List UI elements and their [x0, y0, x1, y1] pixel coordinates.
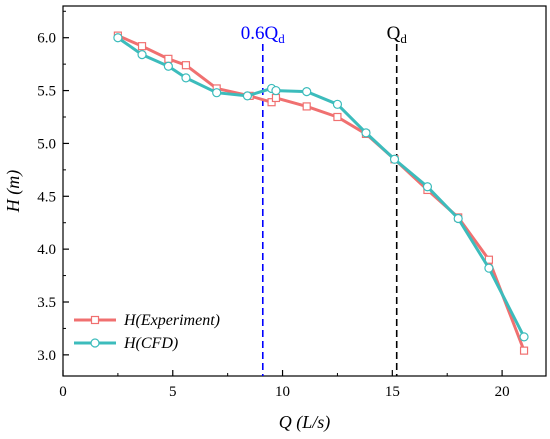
legend-marker: [90, 315, 100, 325]
x-tick-label: 15: [385, 384, 400, 400]
y-tick-label: 4.5: [37, 189, 56, 205]
data-point: [361, 128, 371, 138]
data-point: [422, 182, 433, 192]
y-tick-label: 5.0: [37, 136, 56, 152]
data-point: [484, 263, 494, 273]
data-point: [333, 112, 342, 122]
data-point: [163, 61, 173, 71]
y-tick-label: 5.5: [37, 84, 56, 100]
data-point: [271, 85, 281, 96]
data-point: [242, 91, 253, 101]
data-point: [181, 61, 191, 70]
data-point: [267, 98, 276, 107]
legend-entry: H(Experiment): [74, 312, 220, 329]
data-point: [164, 54, 173, 63]
y-tick-label: 3.0: [37, 348, 56, 364]
x-tick-label: 0: [59, 384, 67, 400]
data-point: [212, 88, 222, 98]
data-point: [113, 33, 123, 43]
plot-area: [62, 5, 547, 377]
y-tick-label: 3.5: [37, 295, 56, 311]
data-point: [302, 102, 311, 111]
data-point: [181, 73, 191, 83]
data-point: [389, 154, 400, 164]
data-point: [519, 332, 529, 342]
series-layer: [113, 31, 529, 355]
data-point: [519, 346, 529, 355]
x-axis-label: Q (L/s): [279, 412, 331, 433]
series-experiment: [113, 31, 529, 355]
plot-frame: [62, 5, 547, 377]
reference-line-label: Qd: [387, 23, 408, 46]
series-cfd: [113, 33, 529, 342]
series-line: [117, 34, 526, 352]
data-point: [453, 213, 463, 224]
data-point: [137, 42, 147, 51]
data-point: [332, 99, 343, 109]
x-tick-label: 5: [169, 384, 177, 400]
reference-lines: 0.6Qd Qd: [241, 23, 408, 376]
axes: 0 5 10 15 20 3.0 3.5 4.0 4.5 5.0 5.5 6.0 Q (L/s) H (m…: [3, 10, 510, 433]
x-tick-label: 20: [495, 384, 510, 400]
y-axis-label: H (m): [3, 170, 24, 214]
y-tick-label: 4.0: [37, 242, 56, 258]
legend-marker: [90, 338, 100, 348]
data-point: [302, 87, 312, 97]
series-line: [117, 36, 526, 338]
legend-label: H(CFD): [123, 335, 178, 352]
reference-line-label: 0.6Qd: [241, 23, 285, 46]
y-tick-label: 6.0: [37, 31, 56, 47]
legend-label: H(Experiment): [123, 312, 220, 329]
x-tick-label: 10: [275, 384, 290, 400]
legend-entry: H(CFD): [74, 335, 178, 352]
data-point: [271, 93, 281, 103]
data-point: [137, 50, 147, 60]
legend: H(Experiment) H(CFD): [74, 312, 220, 352]
